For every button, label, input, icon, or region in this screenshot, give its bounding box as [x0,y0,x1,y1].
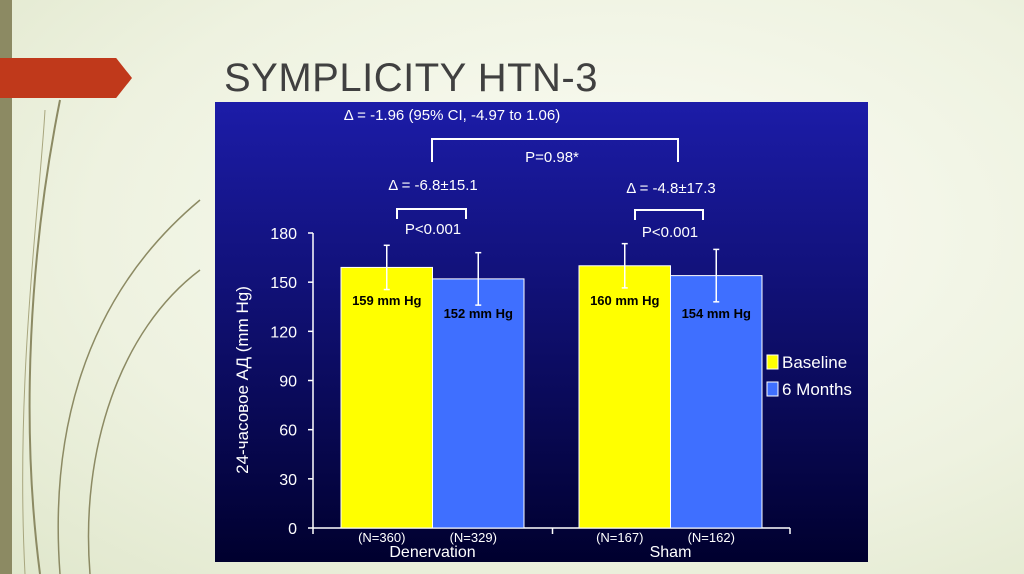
bar-baseline [578,265,671,529]
group-bracket [634,209,704,220]
legend-label: 6 Months [782,380,852,399]
bar-data-label: 152 mm Hg [444,306,513,321]
bar-6-months [432,278,525,529]
y-tick-label: 90 [279,374,297,391]
n-label: (N=167) [596,530,643,545]
decorative-curves [22,99,201,574]
bar-6-months [670,275,763,529]
y-tick-label: 150 [270,275,297,292]
y-tick-label: 120 [270,324,297,341]
overall-delta-label: Δ = -1.96 (95% CI, -4.97 to 1.06) [344,107,560,124]
x-category-label: Denervation [389,544,475,561]
bar-data-label: 154 mm Hg [682,306,751,321]
n-label: (N=329) [450,530,497,545]
bar-chart: 0 30 60 90 120 150 180 Denervation 159 mm Hg (N=3… [215,102,868,562]
y-tick-label: 30 [279,472,297,489]
bar-data-label: 159 mm Hg [352,293,421,308]
group-delta-label: Δ = -4.8±17.3 [626,180,716,197]
y-axis-label: 24-часовое АД (mm Hg) [233,286,252,474]
slide-title: SYMPLICITY HTN-3 [224,56,598,100]
overall-bracket [431,138,679,162]
group-delta-label: Δ = -6.8±15.1 [388,177,478,194]
bar-data-label: 160 mm Hg [590,293,659,308]
overall-p-label: P=0.98* [525,149,579,166]
y-tick-label: 60 [279,423,297,440]
legend-label: Baseline [782,353,847,372]
group-p-label: P<0.001 [642,224,698,241]
legend-swatch [766,354,779,370]
title-arrow-decor [0,58,132,98]
n-label: (N=360) [358,530,405,545]
group-p-label: P<0.001 [405,221,461,238]
n-label: (N=162) [688,530,735,545]
y-tick-label: 0 [288,521,297,538]
bar-baseline [340,266,433,529]
group-bracket [396,208,467,219]
legend-swatch [766,381,779,397]
x-category-label: Sham [650,544,692,561]
y-tick-label: 180 [270,226,297,243]
left-decor-strip [0,0,12,574]
